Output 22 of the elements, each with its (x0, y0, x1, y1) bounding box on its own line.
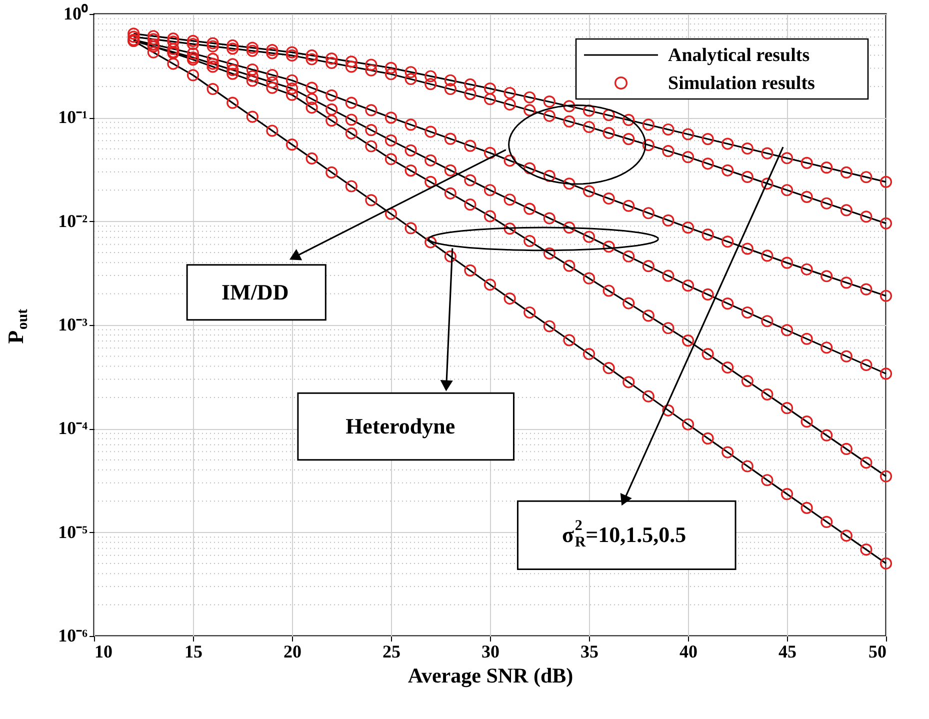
y-axis-title: Pout (3, 308, 32, 344)
x-tick-label: 45 (778, 642, 796, 662)
x-tick-label: 20 (284, 642, 302, 662)
x-tick-label: 35 (580, 642, 598, 662)
x-axis-title: Average SNR (dB) (408, 664, 574, 688)
legend-label: Simulation results (668, 73, 815, 94)
y-tick-label: 10⁻⁵ (58, 522, 88, 542)
annotation: IM/DD (221, 279, 289, 304)
legend-label: Analytical results (668, 45, 810, 66)
y-tick-label: 10⁻² (58, 210, 88, 231)
y-tick-label: 10⁻⁶ (58, 626, 88, 646)
x-tick-label: 10 (94, 642, 112, 662)
y-tick-label: 10⁻³ (58, 314, 88, 334)
y-tick-label: 10⁻⁴ (58, 418, 88, 438)
y-tick-label: 10⁻¹ (58, 107, 88, 128)
x-tick-label: 50 (868, 642, 886, 662)
x-tick-label: 40 (680, 642, 698, 662)
annotation: Heterodyne (346, 414, 456, 439)
x-tick-label: 25 (382, 642, 400, 662)
y-tick-label: 10⁰ (64, 4, 88, 24)
x-tick-label: 30 (482, 642, 500, 662)
x-tick-label: 15 (184, 642, 202, 662)
